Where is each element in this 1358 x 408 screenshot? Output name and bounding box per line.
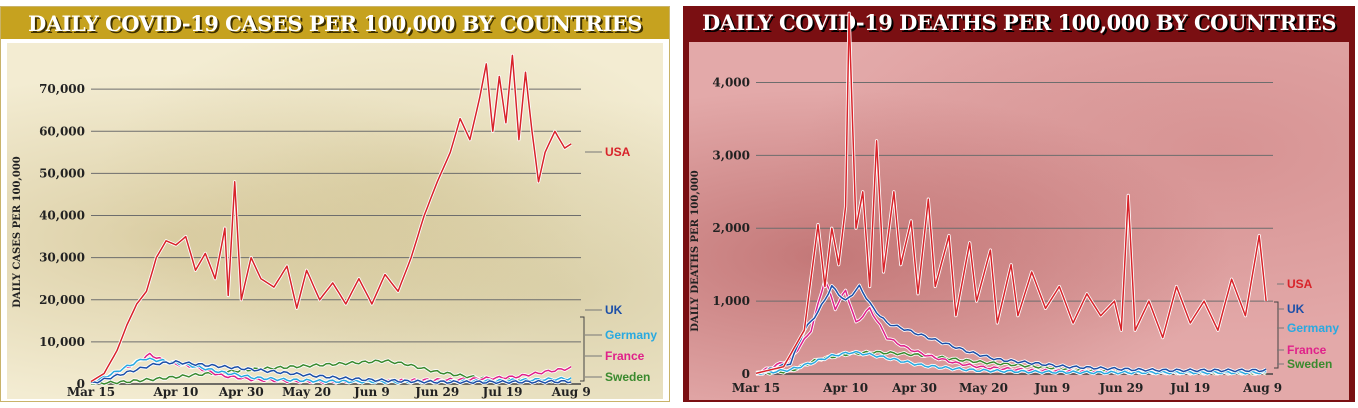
- legend-label-uk: UK: [605, 303, 623, 317]
- y-tick-label: 0: [742, 367, 750, 381]
- y-tick-label: 1,000: [712, 294, 750, 308]
- y-tick-label: 2,000: [712, 221, 750, 235]
- y-tick-label: 10,000: [39, 335, 85, 349]
- legend-label-usa: USA: [605, 145, 631, 159]
- legend-label-germany: Germany: [605, 328, 657, 342]
- y-tick-label: 30,000: [39, 251, 85, 265]
- series-line-uk: [755, 284, 1267, 374]
- x-tick-label: Aug 9: [551, 385, 591, 399]
- x-tick-label: Apr 30: [891, 381, 937, 395]
- cases-line-chart: 0 10,000 20,000 30,000 40,000 50,000 60,000 70,…: [12, 53, 657, 399]
- y-tick-label: 0: [77, 377, 85, 391]
- y-tick-label: 3,000: [712, 148, 750, 162]
- y-tick-label: 70,000: [39, 82, 85, 96]
- y-tick-label: 60,000: [39, 124, 85, 138]
- x-tick-label: May 20: [282, 385, 331, 399]
- cases-chart-title: DAILY COVID-19 CASES PER 100,000 BY COUN…: [1, 7, 669, 39]
- legend-label-usa: USA: [1287, 277, 1313, 291]
- y-tick-label: 4,000: [712, 75, 750, 89]
- legend-bracket: [1274, 301, 1279, 369]
- x-tick-label: Jun 29: [1098, 381, 1143, 395]
- y-tick-label: 50,000: [39, 166, 85, 180]
- x-tick-label: May 20: [959, 381, 1008, 395]
- x-tick-label: Aug 9: [1242, 381, 1282, 395]
- y-tick-label: 40,000: [39, 209, 85, 223]
- cases-background-photo: [7, 43, 663, 399]
- deaths-chart-panel: DAILY COVID-19 DEATHS PER 100,000 BY COU…: [683, 6, 1355, 402]
- series-line-halo-usa: [90, 53, 573, 383]
- legend-label-sweden: Sweden: [1287, 357, 1332, 371]
- series-line-uk: [90, 360, 572, 385]
- deaths-line-chart: 0 1,000 2,000 3,000 4,000 Mar 15 Apr 10 Apr 30 M…: [690, 11, 1339, 395]
- deaths-chart-title: DAILY COVID-19 DEATHS PER 100,000 BY COU…: [683, 6, 1355, 38]
- x-tick-label: Mar 15: [67, 385, 115, 399]
- legend-label-france: France: [1287, 343, 1327, 357]
- legend-label-uk: UK: [1287, 302, 1305, 316]
- y-tick-label: 20,000: [39, 293, 85, 307]
- series-line-usa: [90, 54, 572, 383]
- x-tick-label: Apr 10: [822, 381, 868, 395]
- x-tick-label: Jun 29: [414, 385, 459, 399]
- x-tick-label: Jun 9: [1034, 381, 1071, 395]
- y-axis-title: DAILY DEATHS PER 100,000: [690, 170, 701, 331]
- y-axis-title: DAILY CASES PER 100,000: [12, 156, 23, 308]
- legend-label-sweden: Sweden: [605, 370, 650, 384]
- x-tick-label: Mar 15: [732, 381, 780, 395]
- series-line-usa: [755, 12, 1267, 375]
- x-tick-label: Jul 19: [482, 385, 523, 399]
- x-tick-label: Apr 10: [152, 385, 198, 399]
- series-line-germany: [755, 350, 1267, 375]
- x-tick-label: Apr 30: [218, 385, 264, 399]
- x-tick-label: Jul 19: [1169, 381, 1210, 395]
- legend-label-france: France: [605, 349, 645, 363]
- cases-chart-panel: DAILY COVID-19 CASES PER 100,000 BY COUN…: [0, 6, 670, 402]
- deaths-background-photo: [689, 42, 1349, 400]
- legend-label-germany: Germany: [1287, 321, 1339, 335]
- x-tick-label: Jun 9: [353, 385, 390, 399]
- legend-bracket: [580, 316, 585, 382]
